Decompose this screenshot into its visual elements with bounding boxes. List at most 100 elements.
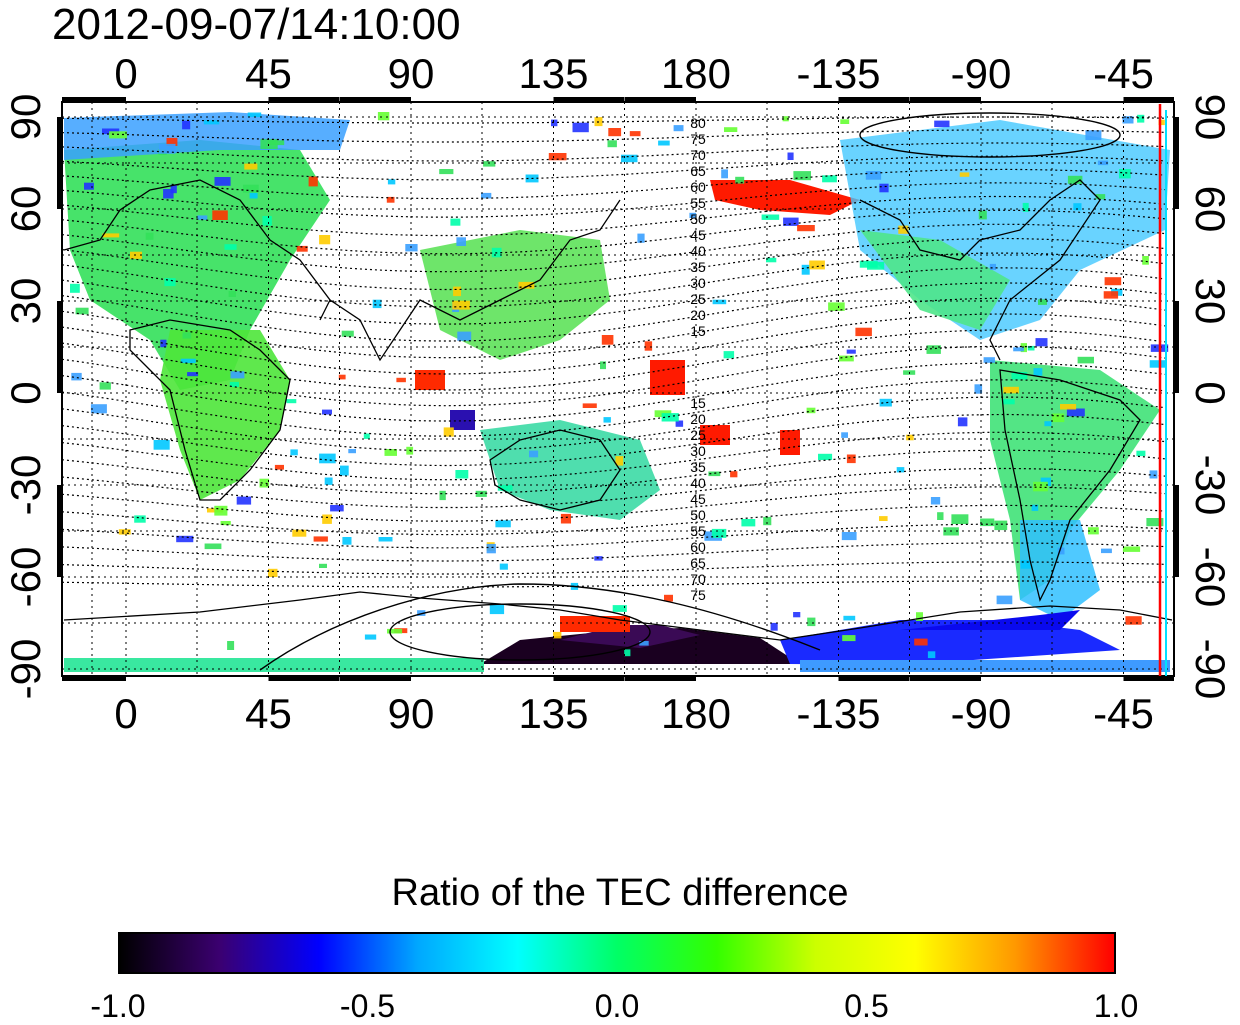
- data-pixel: [624, 649, 631, 657]
- data-pixel: [529, 450, 539, 458]
- data-pixel: [859, 260, 878, 268]
- map-title: 2012-09-07/14:10:00: [52, 0, 461, 49]
- data-pixel: [212, 210, 228, 220]
- lat-tick-right: 0: [1187, 381, 1234, 404]
- coast-europe: [63, 179, 331, 321]
- magnetic-contour-line: [62, 542, 1167, 562]
- magnetic-contour-line: [62, 223, 1167, 273]
- data-pixel: [163, 189, 174, 199]
- data-pixel: [644, 341, 653, 351]
- data-pixel: [855, 327, 872, 337]
- contour-labels: 8075706560555045403530252015152025303540…: [690, 115, 706, 603]
- data-pixel: [396, 377, 406, 383]
- data-pixel: [828, 302, 845, 311]
- data-pixel: [957, 417, 968, 427]
- data-pixel: [761, 214, 780, 220]
- lat-tick-left: 0: [2, 381, 49, 404]
- magnetic-contour-line: [62, 345, 1167, 407]
- data-pixel: [766, 257, 777, 263]
- data-pixel: [187, 372, 199, 377]
- lon-tick-bottom: 45: [245, 690, 292, 737]
- data-pixel: [951, 514, 969, 524]
- contour-label-south: 45: [690, 491, 706, 507]
- data-patch-pacific-3: [700, 425, 730, 445]
- frame-edge-bars: [57, 97, 1179, 681]
- data-pixel: [560, 513, 571, 524]
- contour-label-south: 30: [690, 443, 706, 459]
- data-pixel: [839, 355, 854, 362]
- data-pixel: [290, 449, 298, 456]
- data-pixel: [372, 299, 382, 309]
- data-pixel: [572, 122, 589, 133]
- data-pixel: [247, 112, 262, 117]
- data-pixel: [99, 382, 111, 390]
- data-pixel: [1136, 450, 1146, 457]
- data-pixel: [118, 529, 131, 535]
- lon-tick-top: 135: [518, 50, 588, 97]
- data-pixel: [1057, 547, 1065, 555]
- data-pixel: [1125, 616, 1142, 625]
- edge-bar-bottom: [838, 676, 910, 681]
- data-pixel: [182, 332, 192, 339]
- data-pixel: [996, 595, 1013, 605]
- data-pixel: [879, 398, 892, 407]
- data-pixel: [319, 235, 331, 245]
- edge-bar-top: [1123, 97, 1174, 102]
- lon-tick-top: 45: [245, 50, 292, 97]
- data-patch-antarctic-red: [560, 616, 630, 632]
- data-pixel: [1031, 504, 1039, 511]
- data-pixel: [840, 119, 850, 124]
- data-pixel: [673, 125, 684, 132]
- data-pixel: [615, 456, 624, 466]
- coast-north-america: [859, 179, 1101, 361]
- lat-tick-right: 60: [1187, 186, 1234, 233]
- magnetic-contour-line: [62, 282, 1167, 342]
- data-pixel: [735, 176, 745, 184]
- scattered-data-points: [70, 112, 1169, 659]
- data-pixel: [906, 434, 914, 441]
- data-pixel: [180, 358, 196, 364]
- south-pole-oval: [389, 603, 651, 661]
- data-pixel: [983, 357, 995, 363]
- data-pixel: [612, 605, 627, 612]
- edge-bar-right: [1174, 485, 1179, 577]
- data-pixel: [898, 225, 909, 234]
- data-pixel: [387, 628, 403, 634]
- data-pixel: [978, 210, 987, 220]
- data-pixel: [1038, 299, 1047, 305]
- lat-tick-right: -30: [1187, 455, 1234, 516]
- data-pixel: [170, 184, 177, 194]
- data-pixel: [730, 471, 738, 478]
- data-pixel: [268, 568, 278, 577]
- data-pixel: [497, 485, 513, 491]
- data-pixel: [1022, 202, 1029, 212]
- lat-tick-left: 60: [2, 186, 49, 233]
- data-pixel: [348, 449, 356, 454]
- lat-tick-left: -60: [2, 547, 49, 608]
- data-pixel: [1003, 386, 1019, 394]
- data-pixel: [782, 116, 789, 122]
- contour-label-north: 40: [690, 243, 706, 259]
- data-pixel: [338, 374, 346, 380]
- data-pixel: [292, 529, 307, 537]
- data-pixel: [481, 192, 492, 199]
- data-pixel: [499, 563, 508, 570]
- data-pixel: [934, 120, 950, 128]
- data-pixel: [220, 521, 231, 526]
- contour-label-north: 30: [690, 275, 706, 291]
- magnetic-contour-line: [62, 129, 1167, 143]
- data-pixel: [322, 514, 332, 524]
- magnetic-contour-line: [62, 379, 1167, 437]
- magnetic-contour-line: [62, 413, 1167, 467]
- data-pixel: [439, 490, 446, 501]
- data-patch-indonesia-low: [450, 410, 475, 430]
- data-pixel: [236, 496, 252, 505]
- data-pixel: [879, 183, 889, 193]
- north-pole-oval: [859, 112, 1121, 158]
- data-pixel: [989, 263, 996, 270]
- lat-tick-left: -30: [2, 455, 49, 516]
- edge-bar-top: [625, 97, 696, 102]
- contour-label-north: 15: [690, 323, 706, 339]
- data-pixel: [818, 453, 833, 460]
- data-pixel: [319, 563, 327, 568]
